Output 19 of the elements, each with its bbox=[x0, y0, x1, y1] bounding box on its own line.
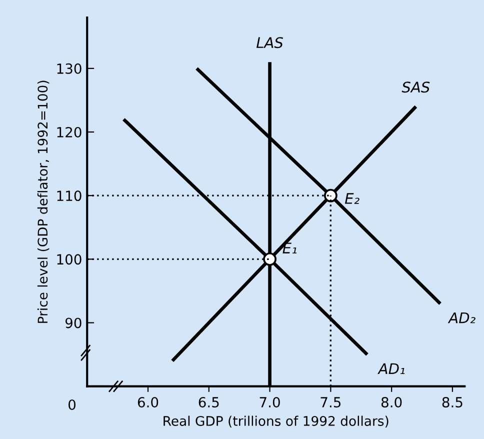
text: 0 bbox=[68, 399, 76, 410]
x-tick-label: 7.5 bbox=[320, 397, 341, 408]
y-tick-label: 110 bbox=[57, 190, 82, 202]
x-tick-label: 7.0 bbox=[260, 396, 280, 408]
y-tick-label: 120 bbox=[57, 126, 82, 138]
x-axis-title: Real GDP (trillions of 1992 dollars) bbox=[164, 416, 388, 428]
x-tick-label: 8.0 bbox=[381, 396, 402, 408]
y-tick-label: 130 bbox=[57, 63, 82, 74]
annotation: LAS bbox=[256, 37, 284, 48]
annotation: AD₂ bbox=[448, 312, 476, 324]
annotation: AD₁ bbox=[378, 363, 405, 374]
annotation: E₂ bbox=[344, 193, 360, 204]
x-tick-label: 6.0 bbox=[138, 396, 158, 408]
y-axis-title: Price level (GDP deflator, 1992=100) bbox=[37, 80, 50, 323]
y-tick-label: 90 bbox=[65, 318, 82, 328]
x-tick-label: 6.5 bbox=[198, 396, 219, 408]
x-tick-label: 8.5 bbox=[442, 396, 462, 408]
y-tick-label: 100 bbox=[57, 254, 82, 265]
annotation: SAS bbox=[402, 82, 430, 93]
